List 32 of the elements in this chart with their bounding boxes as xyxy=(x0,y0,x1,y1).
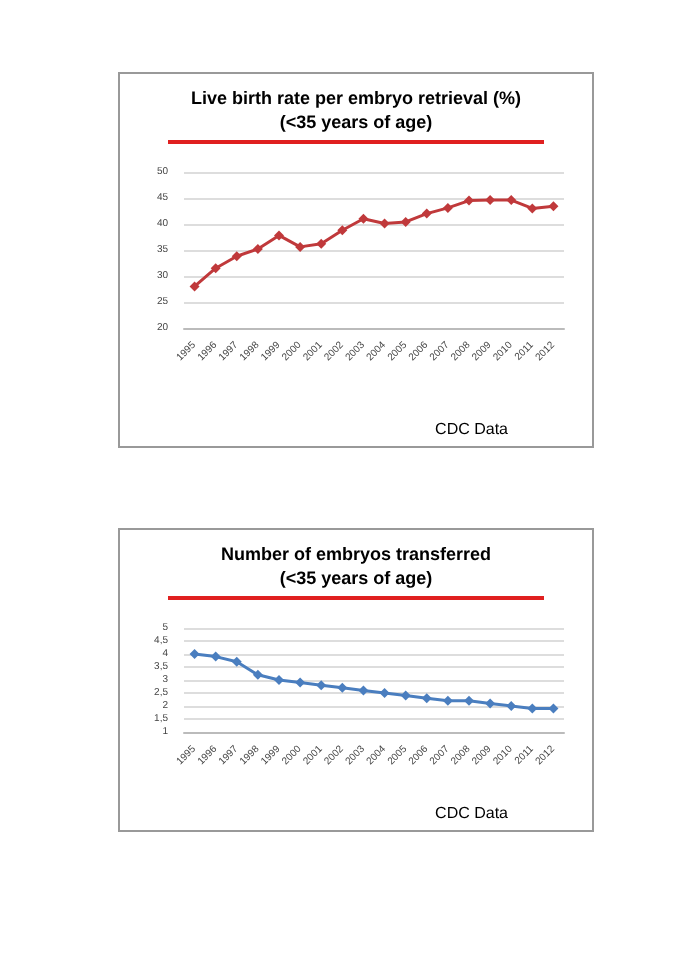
text: CDC Data xyxy=(435,804,508,822)
point xyxy=(189,648,200,658)
point xyxy=(295,676,306,687)
point xyxy=(358,212,369,223)
point xyxy=(527,202,538,213)
point xyxy=(421,692,432,703)
point xyxy=(252,668,263,679)
point xyxy=(442,694,453,705)
point xyxy=(337,681,348,692)
point xyxy=(485,697,496,708)
text: CDC Data xyxy=(435,420,508,438)
point xyxy=(231,250,242,261)
chart-title: Live birth rate per embryo retrieval (%) (<35 years of age) xyxy=(188,86,524,134)
point xyxy=(316,237,327,248)
point xyxy=(274,229,284,240)
point xyxy=(316,679,327,690)
point xyxy=(464,694,474,705)
point xyxy=(358,684,369,695)
point xyxy=(210,262,221,273)
point xyxy=(274,674,284,684)
point xyxy=(231,655,242,666)
chart-title: Number of embryos transferred (<35 years of age) xyxy=(218,542,494,590)
point xyxy=(337,224,348,235)
point xyxy=(210,650,221,661)
point xyxy=(421,207,432,218)
point xyxy=(464,194,474,205)
point xyxy=(400,689,411,700)
point xyxy=(379,217,390,228)
point xyxy=(506,194,517,205)
point xyxy=(548,200,559,211)
point xyxy=(189,280,200,291)
point xyxy=(379,687,390,697)
